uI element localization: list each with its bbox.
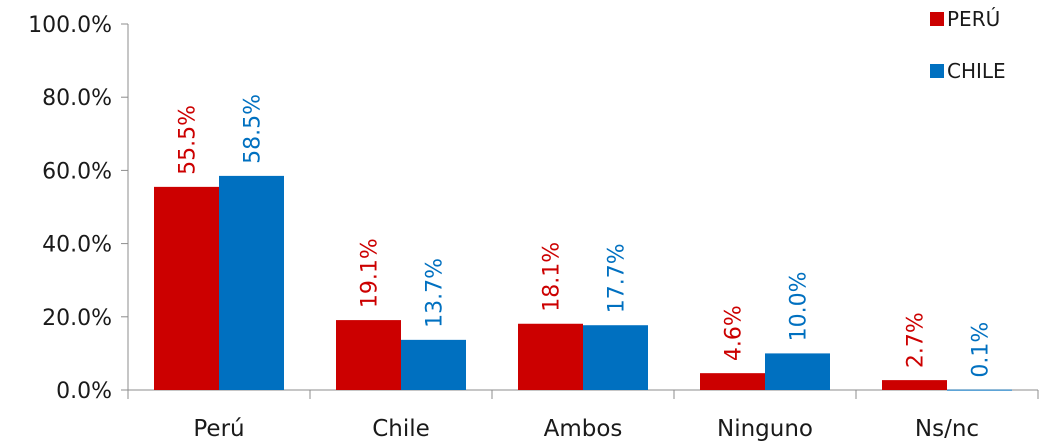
legend-label: PERÚ — [947, 7, 1000, 31]
bar — [336, 320, 401, 390]
data-label: 58.5% — [241, 94, 266, 164]
x-axis: Perú Chile Ambos Ninguno Ns/nc — [127, 389, 1039, 442]
data-label: 55.5% — [176, 105, 201, 175]
data-label: 18.1% — [540, 242, 565, 312]
y-tick-label: 20.0% — [42, 306, 112, 331]
category-label: Ns/nc — [915, 416, 979, 442]
data-label: 4.6% — [722, 305, 747, 361]
category-label: Ambos — [544, 416, 623, 442]
y-tick-label: 80.0% — [42, 86, 112, 111]
data-label: 0.1% — [969, 322, 994, 378]
data-label: 2.7% — [904, 312, 929, 368]
bar — [947, 389, 1012, 391]
y-tick-label: 0.0% — [56, 379, 112, 404]
bars — [154, 175, 1012, 391]
y-tick-label: 100.0% — [28, 13, 112, 38]
data-label: 17.7% — [605, 243, 630, 313]
data-labels: 55.5% 58.5% 19.1% 13.7% 18.1% 17.7% 4.6% 10.0% 2… — [176, 94, 994, 378]
data-label: 10.0% — [787, 272, 812, 342]
data-label: 13.7% — [423, 258, 448, 328]
bar — [518, 323, 583, 390]
legend-swatch — [930, 12, 944, 26]
bar — [700, 373, 765, 390]
category-label: Chile — [372, 416, 430, 442]
y-tick-label: 60.0% — [42, 159, 112, 184]
bar — [219, 175, 284, 390]
legend: PERÚ CHILE — [930, 7, 1006, 83]
bar — [154, 186, 219, 390]
bar — [583, 325, 648, 390]
legend-label: CHILE — [947, 59, 1006, 83]
legend-swatch — [930, 64, 944, 78]
y-axis: 0.0% 20.0% 40.0% 60.0% 80.0% 100.0% — [28, 13, 129, 404]
category-label: Perú — [193, 416, 244, 442]
bar — [882, 380, 947, 390]
data-label: 19.1% — [358, 238, 383, 308]
category-label: Ninguno — [717, 416, 813, 442]
bar — [765, 353, 830, 390]
bar — [401, 339, 466, 390]
y-tick-label: 40.0% — [42, 233, 112, 258]
